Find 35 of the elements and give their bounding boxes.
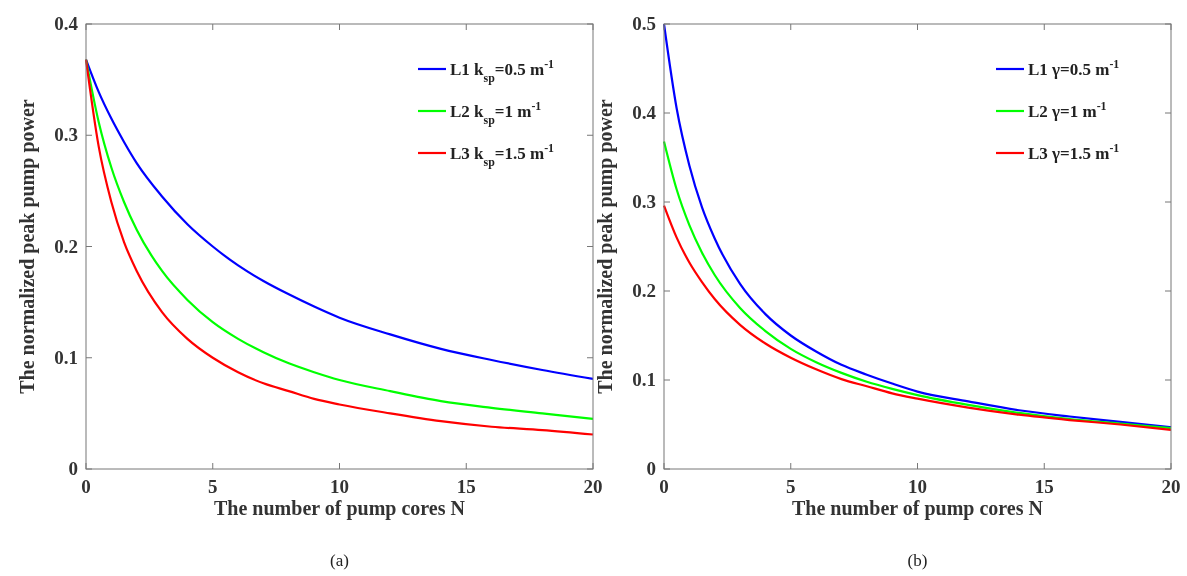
x-tick-label: 10 [908, 476, 927, 497]
y-tick-label: 0.1 [54, 346, 78, 368]
x-tick-label: 5 [786, 476, 796, 497]
x-axis-title: The number of pump cores N [792, 497, 1044, 520]
x-tick-label: 20 [1161, 476, 1181, 497]
x-axis-title: The number of pump cores N [214, 497, 466, 520]
x-tick-label: 20 [583, 476, 603, 497]
y-tick-label: 0 [68, 458, 78, 479]
text: (a) [330, 551, 349, 570]
y-axis-title: The normalized peak pump power [594, 99, 617, 394]
x-tick-label: 15 [1034, 476, 1054, 497]
y-tick-label: 0.2 [632, 280, 656, 301]
y-tick-label: 0.4 [632, 102, 657, 123]
y-tick-label: 0 [646, 458, 656, 479]
legend-label: L1 k$_{sp}$=0.5 m$^{-1}$ [450, 57, 555, 85]
line-series [662, 140, 1173, 430]
legend-label: L3 k$_{sp}$=1.5 m$^{-1}$ [450, 141, 555, 169]
x-tick-label: 15 [456, 476, 476, 497]
text: (b) [907, 551, 928, 570]
y-tick-label: 0.2 [54, 235, 78, 257]
legend-label: L3 γ=1.5 m$^{-1}$ [1028, 141, 1120, 163]
x-tick-label: 0 [81, 476, 91, 497]
y-tick-label: 0.5 [632, 13, 656, 34]
y-axis-title: The normalized peak pump power [16, 99, 39, 394]
x-tick-label: 5 [208, 476, 218, 497]
x-tick-label: 0 [659, 476, 669, 497]
y-tick-label: 0.1 [632, 369, 656, 390]
y-tick-label: 0.3 [632, 191, 656, 212]
legend-label: L2 k$_{sp}$=1 m$^{-1}$ [450, 99, 542, 127]
y-tick-label: 0.4 [54, 13, 79, 34]
line-series [662, 204, 1173, 431]
y-tick-label: 0.3 [54, 124, 78, 146]
x-tick-label: 10 [330, 476, 349, 497]
legend-label: L1 γ=0.5 m$^{-1}$ [1028, 57, 1120, 79]
legend-label: L2 γ=1 m$^{-1}$ [1028, 99, 1107, 121]
